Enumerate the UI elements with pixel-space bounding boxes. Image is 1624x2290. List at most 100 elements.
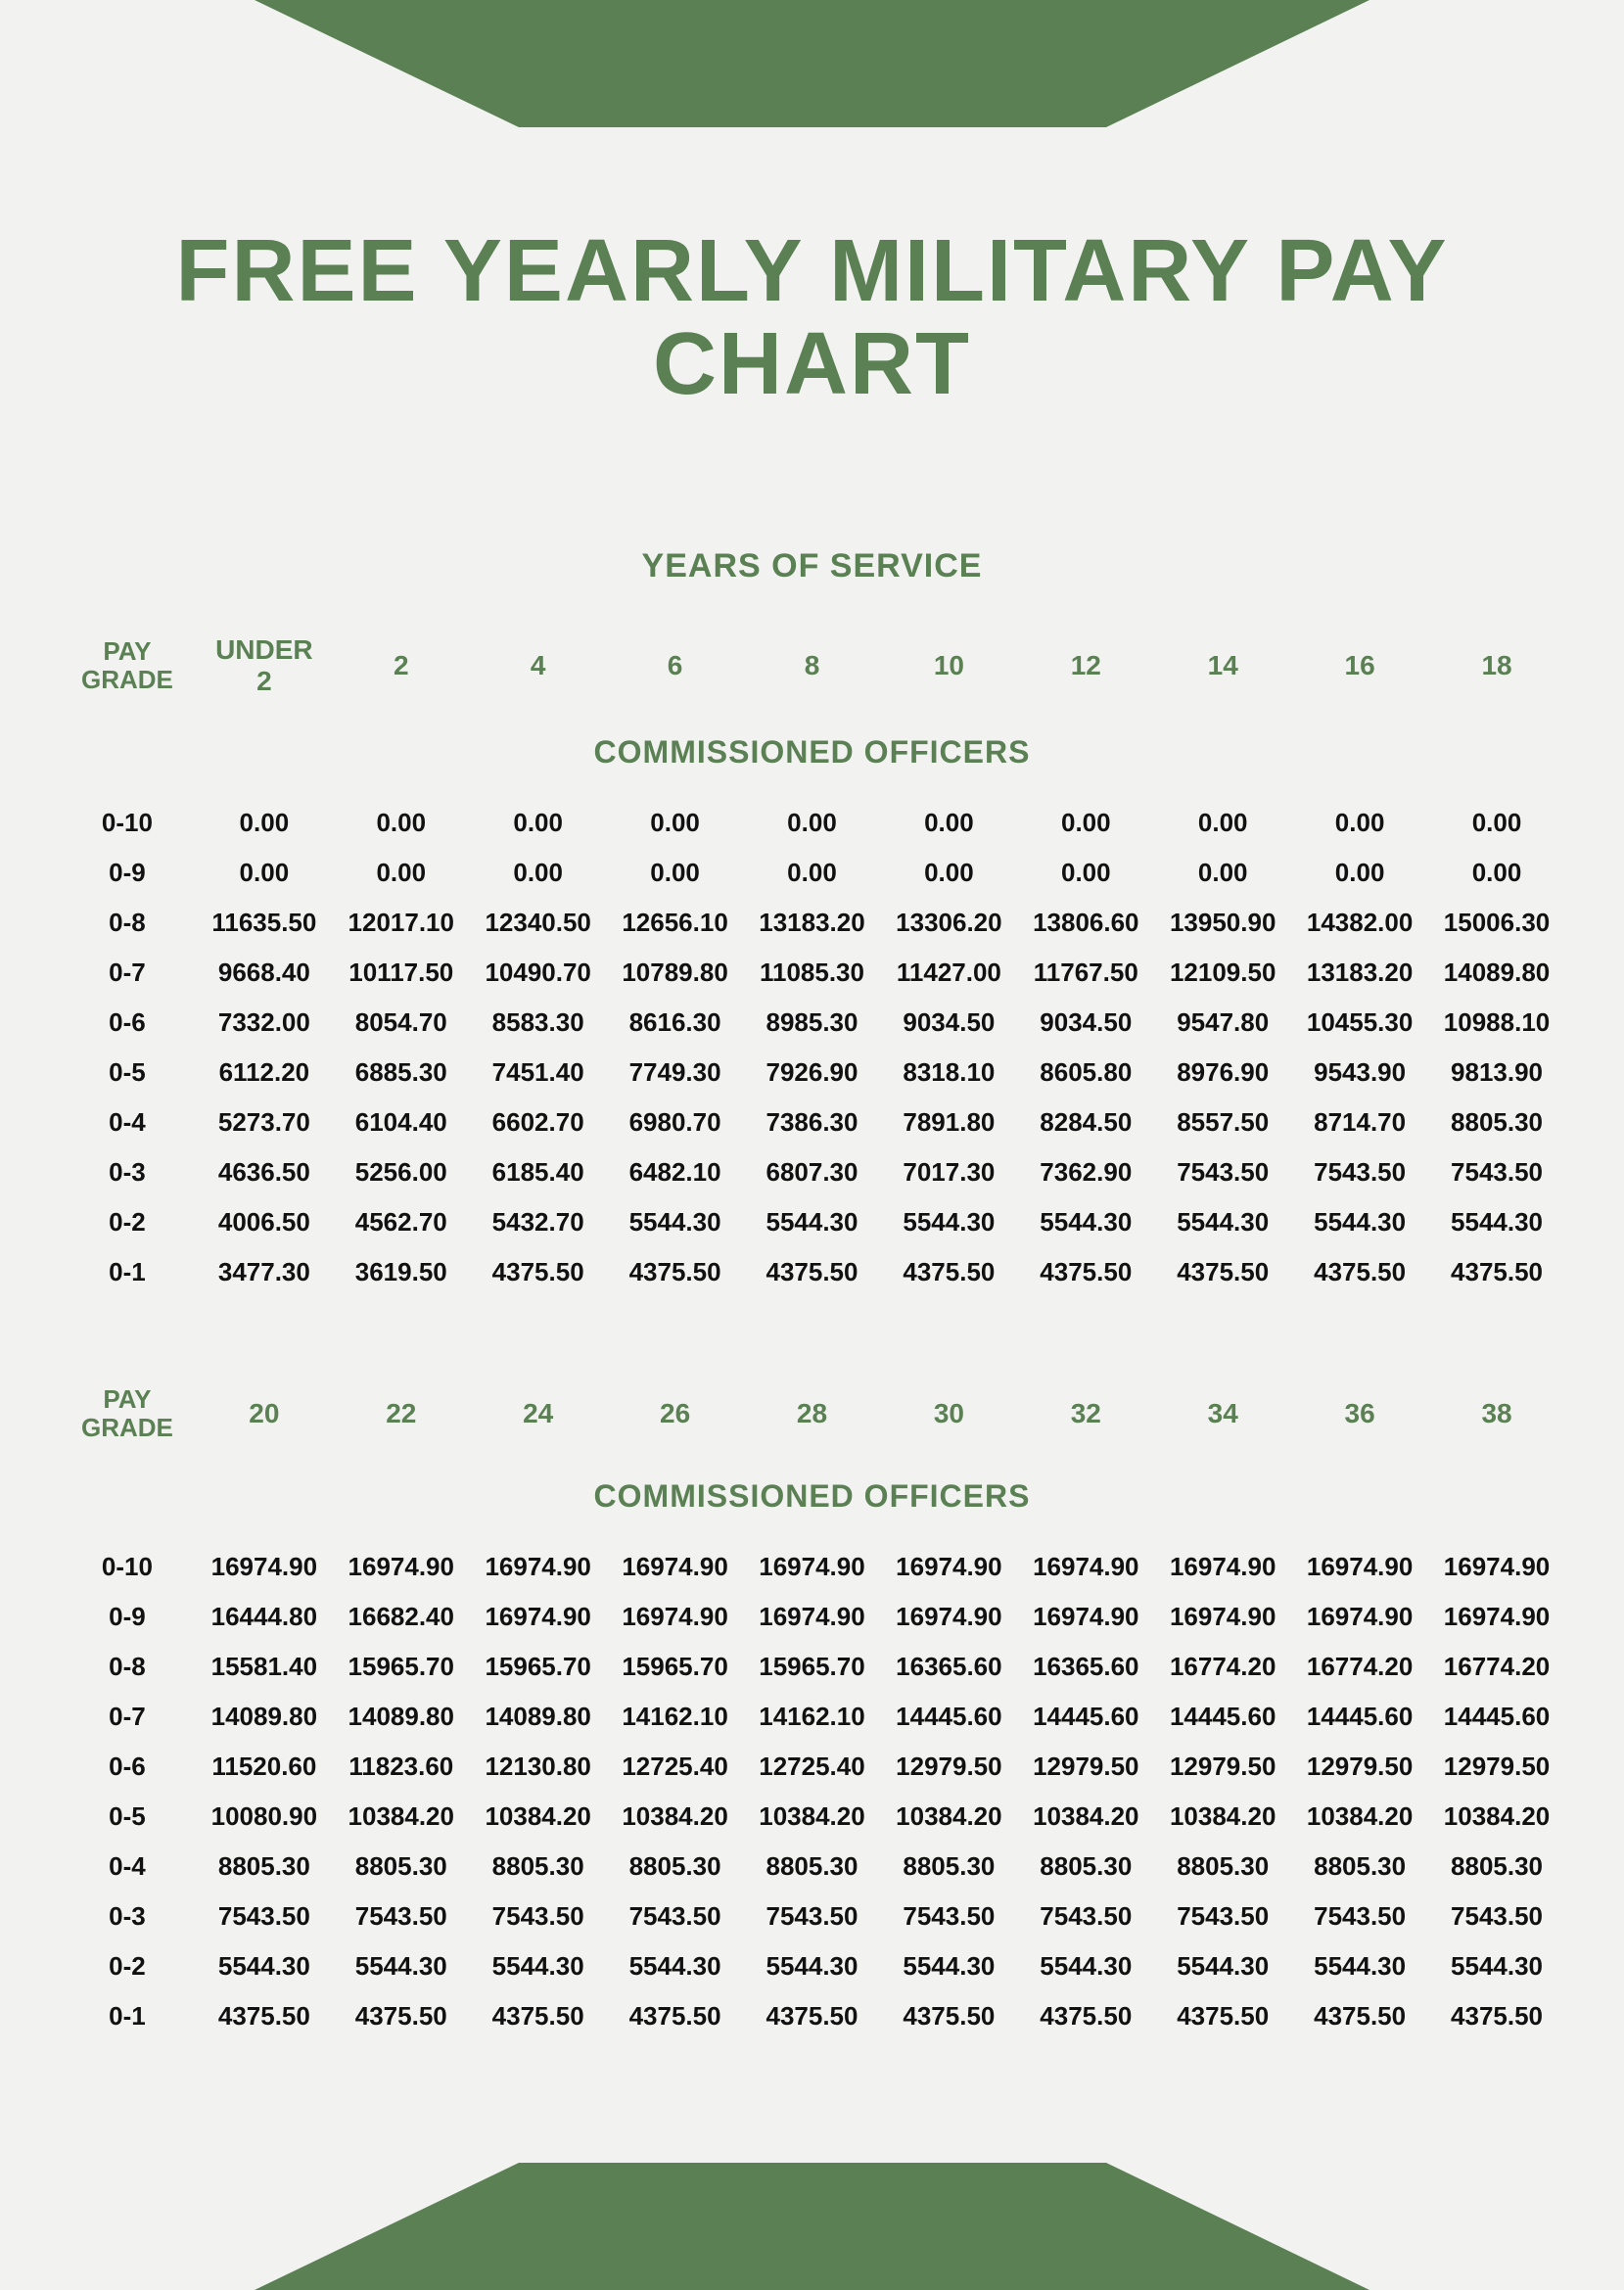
value-cell: 15965.70 — [470, 1642, 607, 1692]
col-header-paygrade: PAYGRADE — [59, 625, 196, 707]
value-cell: 0.00 — [744, 848, 881, 898]
value-cell: 3619.50 — [333, 1247, 470, 1297]
value-cell: 6112.20 — [196, 1048, 333, 1098]
value-cell: 16974.90 — [1017, 1542, 1154, 1592]
value-cell: 9034.50 — [1017, 998, 1154, 1048]
value-cell: 11635.50 — [196, 898, 333, 948]
value-cell: 9547.80 — [1154, 998, 1291, 1048]
value-cell: 4375.50 — [1428, 1247, 1565, 1297]
value-cell: 10384.20 — [744, 1792, 881, 1842]
grade-cell: 0-9 — [59, 1592, 196, 1642]
value-cell: 8805.30 — [1017, 1842, 1154, 1892]
value-cell: 3477.30 — [196, 1247, 333, 1297]
value-cell: 10384.20 — [470, 1792, 607, 1842]
value-cell: 0.00 — [607, 798, 744, 848]
value-cell: 0.00 — [1017, 848, 1154, 898]
col-header: 2 — [333, 625, 470, 707]
value-cell: 10384.20 — [880, 1792, 1017, 1842]
value-cell: 4375.50 — [1291, 1991, 1428, 2041]
value-cell: 14162.10 — [607, 1692, 744, 1742]
value-cell: 12340.50 — [470, 898, 607, 948]
value-cell: 13806.60 — [1017, 898, 1154, 948]
value-cell: 9543.90 — [1291, 1048, 1428, 1098]
grade-cell: 0-1 — [59, 1991, 196, 2041]
value-cell: 7543.50 — [1154, 1147, 1291, 1197]
value-cell: 0.00 — [1154, 798, 1291, 848]
value-cell: 8054.70 — [333, 998, 470, 1048]
value-cell: 10988.10 — [1428, 998, 1565, 1048]
value-cell: 4006.50 — [196, 1197, 333, 1247]
table-row: 0-14375.504375.504375.504375.504375.5043… — [59, 1991, 1565, 2041]
value-cell: 5544.30 — [880, 1941, 1017, 1991]
value-cell: 14089.80 — [196, 1692, 333, 1742]
value-cell: 4375.50 — [1428, 1991, 1565, 2041]
value-cell: 0.00 — [880, 798, 1017, 848]
value-cell: 0.00 — [196, 798, 333, 848]
value-cell: 14445.60 — [1017, 1692, 1154, 1742]
value-cell: 12656.10 — [607, 898, 744, 948]
value-cell: 8985.30 — [744, 998, 881, 1048]
col-header-paygrade: PAYGRADE — [59, 1376, 196, 1451]
value-cell: 7543.50 — [1428, 1147, 1565, 1197]
value-cell: 14382.00 — [1291, 898, 1428, 948]
col-header: 24 — [470, 1376, 607, 1451]
value-cell: 0.00 — [1291, 798, 1428, 848]
value-cell: 0.00 — [196, 848, 333, 898]
value-cell: 15965.70 — [744, 1642, 881, 1692]
value-cell: 4375.50 — [744, 1991, 881, 2041]
value-cell: 5544.30 — [744, 1197, 881, 1247]
value-cell: 7451.40 — [470, 1048, 607, 1098]
value-cell: 10384.20 — [607, 1792, 744, 1842]
grade-cell: 0-7 — [59, 1692, 196, 1742]
value-cell: 8805.30 — [470, 1842, 607, 1892]
col-header: 26 — [607, 1376, 744, 1451]
value-cell: 14162.10 — [744, 1692, 881, 1742]
value-cell: 10384.20 — [1154, 1792, 1291, 1842]
value-cell: 4375.50 — [1291, 1247, 1428, 1297]
value-cell: 7386.30 — [744, 1098, 881, 1147]
value-cell: 8805.30 — [1428, 1842, 1565, 1892]
value-cell: 0.00 — [744, 798, 881, 848]
table-row: 0-815581.4015965.7015965.7015965.7015965… — [59, 1642, 1565, 1692]
value-cell: 11767.50 — [1017, 948, 1154, 998]
value-cell: 0.00 — [470, 798, 607, 848]
value-cell: 5544.30 — [744, 1941, 881, 1991]
value-cell: 16974.90 — [470, 1542, 607, 1592]
value-cell: 7543.50 — [1017, 1892, 1154, 1941]
table-row: 0-611520.6011823.6012130.8012725.4012725… — [59, 1742, 1565, 1792]
col-header: 38 — [1428, 1376, 1565, 1451]
value-cell: 13183.20 — [744, 898, 881, 948]
value-cell: 12979.50 — [1017, 1742, 1154, 1792]
value-cell: 0.00 — [333, 848, 470, 898]
value-cell: 7543.50 — [1428, 1892, 1565, 1941]
value-cell: 4562.70 — [333, 1197, 470, 1247]
col-header: 28 — [744, 1376, 881, 1451]
grade-cell: 0-7 — [59, 948, 196, 998]
table-row: 0-79668.4010117.5010490.7010789.8011085.… — [59, 948, 1565, 998]
value-cell: 10490.70 — [470, 948, 607, 998]
value-cell: 4375.50 — [1154, 1247, 1291, 1297]
value-cell: 16974.90 — [1291, 1542, 1428, 1592]
value-cell: 16974.90 — [607, 1592, 744, 1642]
value-cell: 8714.70 — [1291, 1098, 1428, 1147]
section-header: COMMISSIONED OFFICERS — [59, 707, 1565, 798]
table-row: 0-48805.308805.308805.308805.308805.3088… — [59, 1842, 1565, 1892]
grade-cell: 0-3 — [59, 1892, 196, 1941]
value-cell: 7543.50 — [196, 1892, 333, 1941]
value-cell: 8583.30 — [470, 998, 607, 1048]
value-cell: 4375.50 — [744, 1247, 881, 1297]
value-cell: 12725.40 — [607, 1742, 744, 1792]
col-header: 22 — [333, 1376, 470, 1451]
value-cell: 5544.30 — [607, 1941, 744, 1991]
value-cell: 16974.90 — [744, 1542, 881, 1592]
table-row: 0-56112.206885.307451.407749.307926.9083… — [59, 1048, 1565, 1098]
value-cell: 7362.90 — [1017, 1147, 1154, 1197]
value-cell: 12979.50 — [1291, 1742, 1428, 1792]
section-header: COMMISSIONED OFFICERS — [59, 1451, 1565, 1542]
value-cell: 5544.30 — [1291, 1197, 1428, 1247]
value-cell: 5432.70 — [470, 1197, 607, 1247]
value-cell: 10384.20 — [1428, 1792, 1565, 1842]
value-cell: 5544.30 — [1017, 1197, 1154, 1247]
value-cell: 16974.90 — [1154, 1542, 1291, 1592]
col-header: 16 — [1291, 625, 1428, 707]
